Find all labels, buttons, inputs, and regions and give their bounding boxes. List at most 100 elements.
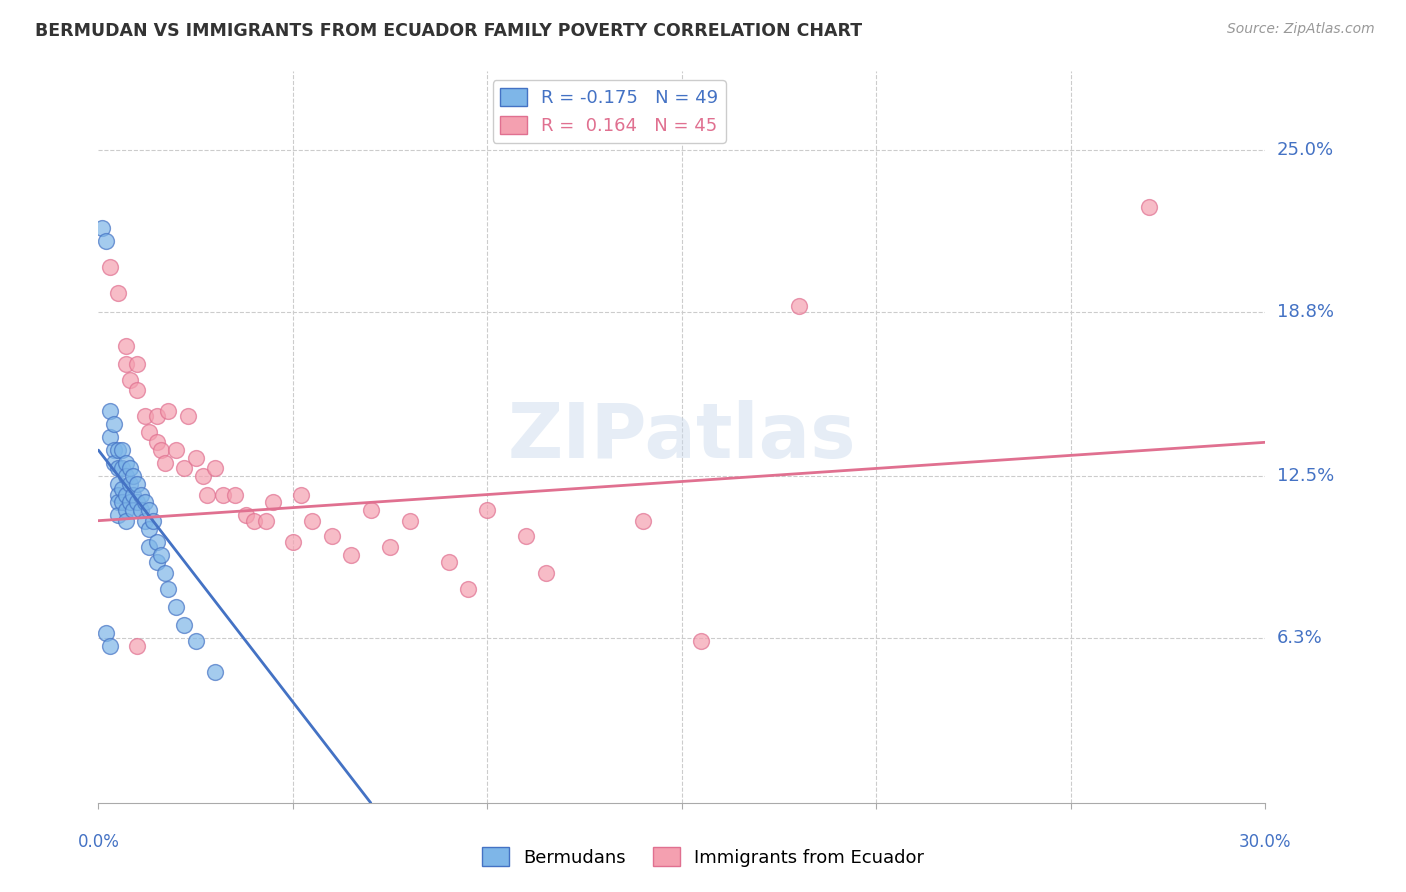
- Point: [96, 234, 118, 248]
- Point: [157, 582, 180, 596]
- Point: [146, 534, 169, 549]
- Point: [212, 487, 235, 501]
- Point: [114, 469, 136, 483]
- Point: [98, 639, 121, 653]
- Point: [98, 404, 121, 418]
- Point: [437, 556, 460, 570]
- Point: [195, 487, 218, 501]
- Point: [114, 487, 136, 501]
- Point: [103, 417, 125, 431]
- Point: [301, 514, 323, 528]
- Point: [107, 495, 129, 509]
- Text: Source: ZipAtlas.com: Source: ZipAtlas.com: [1227, 22, 1375, 37]
- Text: 30.0%: 30.0%: [1239, 833, 1292, 851]
- Point: [134, 495, 156, 509]
- Text: 18.8%: 18.8%: [1277, 302, 1333, 321]
- Point: [114, 514, 136, 528]
- Text: 12.5%: 12.5%: [1277, 467, 1334, 485]
- Point: [153, 456, 176, 470]
- Point: [98, 260, 121, 275]
- Point: [690, 633, 713, 648]
- Point: [193, 469, 215, 483]
- Point: [184, 633, 207, 648]
- Point: [114, 357, 136, 371]
- Point: [138, 425, 160, 439]
- Point: [290, 487, 312, 501]
- Point: [107, 286, 129, 301]
- Text: 6.3%: 6.3%: [1277, 629, 1322, 648]
- Point: [111, 495, 134, 509]
- Point: [515, 529, 537, 543]
- Point: [107, 487, 129, 501]
- Point: [127, 639, 149, 653]
- Point: [184, 450, 207, 465]
- Point: [153, 566, 176, 580]
- Point: [165, 443, 187, 458]
- Point: [254, 514, 277, 528]
- Point: [107, 443, 129, 458]
- Point: [631, 514, 654, 528]
- Point: [173, 461, 195, 475]
- Point: [114, 456, 136, 470]
- Point: [114, 503, 136, 517]
- Point: [107, 461, 129, 475]
- Point: [107, 477, 129, 491]
- Point: [127, 495, 149, 509]
- Point: [134, 409, 156, 424]
- Point: [111, 483, 134, 497]
- Point: [129, 503, 152, 517]
- Point: [96, 626, 118, 640]
- Point: [177, 409, 200, 424]
- Point: [91, 221, 114, 235]
- Point: [173, 618, 195, 632]
- Point: [129, 487, 152, 501]
- Point: [103, 456, 125, 470]
- Point: [398, 514, 420, 528]
- Point: [146, 409, 169, 424]
- Point: [235, 508, 257, 523]
- Point: [118, 461, 141, 475]
- Point: [107, 508, 129, 523]
- Point: [122, 469, 145, 483]
- Point: [111, 443, 134, 458]
- Point: [204, 665, 226, 680]
- Point: [321, 529, 343, 543]
- Point: [149, 443, 172, 458]
- Point: [477, 503, 499, 517]
- Point: [127, 477, 149, 491]
- Point: [534, 566, 557, 580]
- Point: [457, 582, 479, 596]
- Point: [134, 514, 156, 528]
- Text: 0.0%: 0.0%: [77, 833, 120, 851]
- Point: [118, 477, 141, 491]
- Point: [146, 435, 169, 450]
- Point: [127, 383, 149, 397]
- Point: [138, 521, 160, 535]
- Point: [127, 357, 149, 371]
- Point: [787, 300, 810, 314]
- Point: [146, 556, 169, 570]
- Text: ZIPatlas: ZIPatlas: [508, 401, 856, 474]
- Legend: R = -0.175   N = 49, R =  0.164   N = 45: R = -0.175 N = 49, R = 0.164 N = 45: [492, 80, 725, 143]
- Point: [1137, 200, 1160, 214]
- Text: BERMUDAN VS IMMIGRANTS FROM ECUADOR FAMILY POVERTY CORRELATION CHART: BERMUDAN VS IMMIGRANTS FROM ECUADOR FAMI…: [35, 22, 862, 40]
- Point: [118, 373, 141, 387]
- Point: [138, 540, 160, 554]
- Point: [111, 461, 134, 475]
- Point: [114, 339, 136, 353]
- Point: [340, 548, 363, 562]
- Point: [103, 443, 125, 458]
- Point: [243, 514, 266, 528]
- Legend: Bermudans, Immigrants from Ecuador: Bermudans, Immigrants from Ecuador: [474, 840, 932, 874]
- Point: [138, 503, 160, 517]
- Point: [262, 495, 284, 509]
- Point: [165, 599, 187, 614]
- Point: [149, 548, 172, 562]
- Point: [360, 503, 382, 517]
- Point: [224, 487, 246, 501]
- Point: [122, 487, 145, 501]
- Point: [157, 404, 180, 418]
- Point: [204, 461, 226, 475]
- Point: [142, 514, 165, 528]
- Text: 25.0%: 25.0%: [1277, 141, 1334, 159]
